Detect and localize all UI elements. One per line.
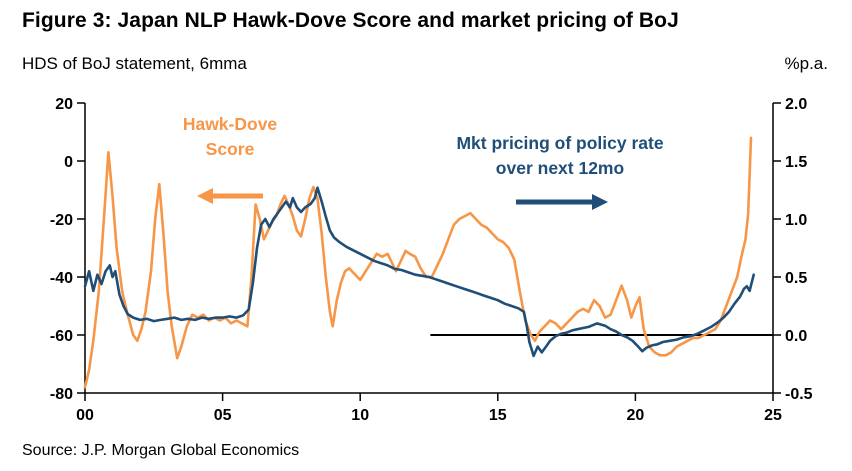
figure-title: Figure 3: Japan NLP Hawk-Dove Score and …	[22, 9, 679, 32]
left-axis-tick-label: -40	[50, 270, 73, 287]
right-axis-tick-label: 2.0	[785, 96, 807, 113]
left-axis-title: HDS of BoJ statement, 6mma	[22, 54, 247, 73]
x-axis-tick-label: 25	[764, 407, 782, 424]
right-axis-tick-label: 1.5	[785, 154, 807, 171]
annotation-mkt-pricing: Mkt pricing of policy rate over next 12m…	[456, 133, 664, 178]
annotation-hawk-dove-score: Hawk-Dove Score	[182, 114, 278, 159]
right-axis-tick-label: 0.5	[785, 270, 807, 287]
x-axis-tick-label: 00	[76, 407, 94, 424]
x-axis-tick-label: 15	[489, 407, 507, 424]
right-axis-tick-label: -0.5	[785, 386, 813, 403]
left-axis-tick-label: -80	[50, 386, 73, 403]
x-axis-tick-label: 20	[627, 407, 645, 424]
right-axis-tick-label: 1.0	[785, 212, 807, 229]
right-axis-title: %p.a.	[784, 54, 828, 73]
right-arrowhead-icon	[592, 194, 608, 210]
hawk-dove-score-line	[83, 136, 753, 389]
left-axis-tick-label: 20	[55, 96, 73, 113]
left-axis-tick-label: -20	[50, 212, 73, 229]
left-arrowhead-icon	[197, 188, 213, 204]
right-axis-tick-label: 0.0	[785, 328, 807, 345]
left-axis-tick-label: 0	[64, 154, 73, 171]
source-note: Source: J.P. Morgan Global Economics	[22, 442, 300, 459]
x-axis-tick-label: 05	[214, 407, 232, 424]
left-axis-tick-label: -60	[50, 328, 73, 345]
policy-rate-pricing-line	[83, 186, 756, 358]
x-axis-tick-label: 10	[351, 407, 369, 424]
